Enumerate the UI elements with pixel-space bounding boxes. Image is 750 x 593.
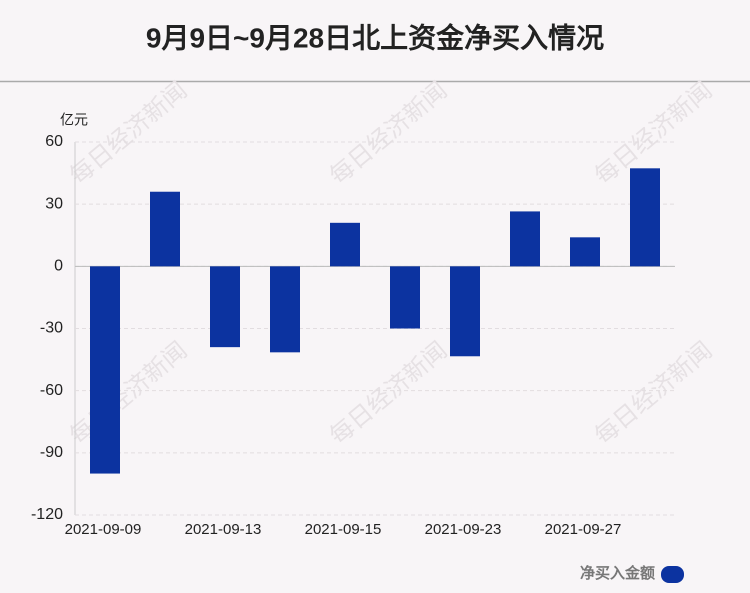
x-tick-label: 2021-09-09	[65, 521, 142, 538]
bar	[210, 266, 240, 348]
bar	[570, 237, 600, 267]
x-tick-label: 2021-09-15	[305, 521, 382, 538]
bar	[510, 211, 540, 267]
bar	[390, 266, 420, 329]
y-tick-label: 30	[45, 195, 63, 212]
x-tick-label: 2021-09-27	[545, 521, 622, 538]
y-tick-label: -60	[40, 382, 63, 399]
y-unit: 亿元	[60, 112, 88, 128]
y-tick-label: -90	[40, 444, 63, 461]
legend-label: 净买入金额	[580, 564, 655, 582]
y-tick-label: 60	[45, 133, 63, 150]
bar	[630, 168, 660, 267]
y-tick-label: 0	[54, 258, 63, 275]
x-tick-label: 2021-09-23	[425, 521, 502, 538]
bar	[330, 222, 360, 267]
legend-swatch	[661, 566, 684, 583]
bar	[90, 266, 120, 474]
chart-title: 9月9日~9月28日北上资金净买入情况	[146, 21, 604, 53]
y-tick-label: -120	[31, 506, 63, 523]
x-tick-label: 2021-09-13	[185, 521, 262, 538]
y-tick-label: -30	[40, 320, 63, 337]
bar	[270, 266, 300, 353]
bar	[450, 266, 480, 357]
bar	[150, 191, 180, 267]
